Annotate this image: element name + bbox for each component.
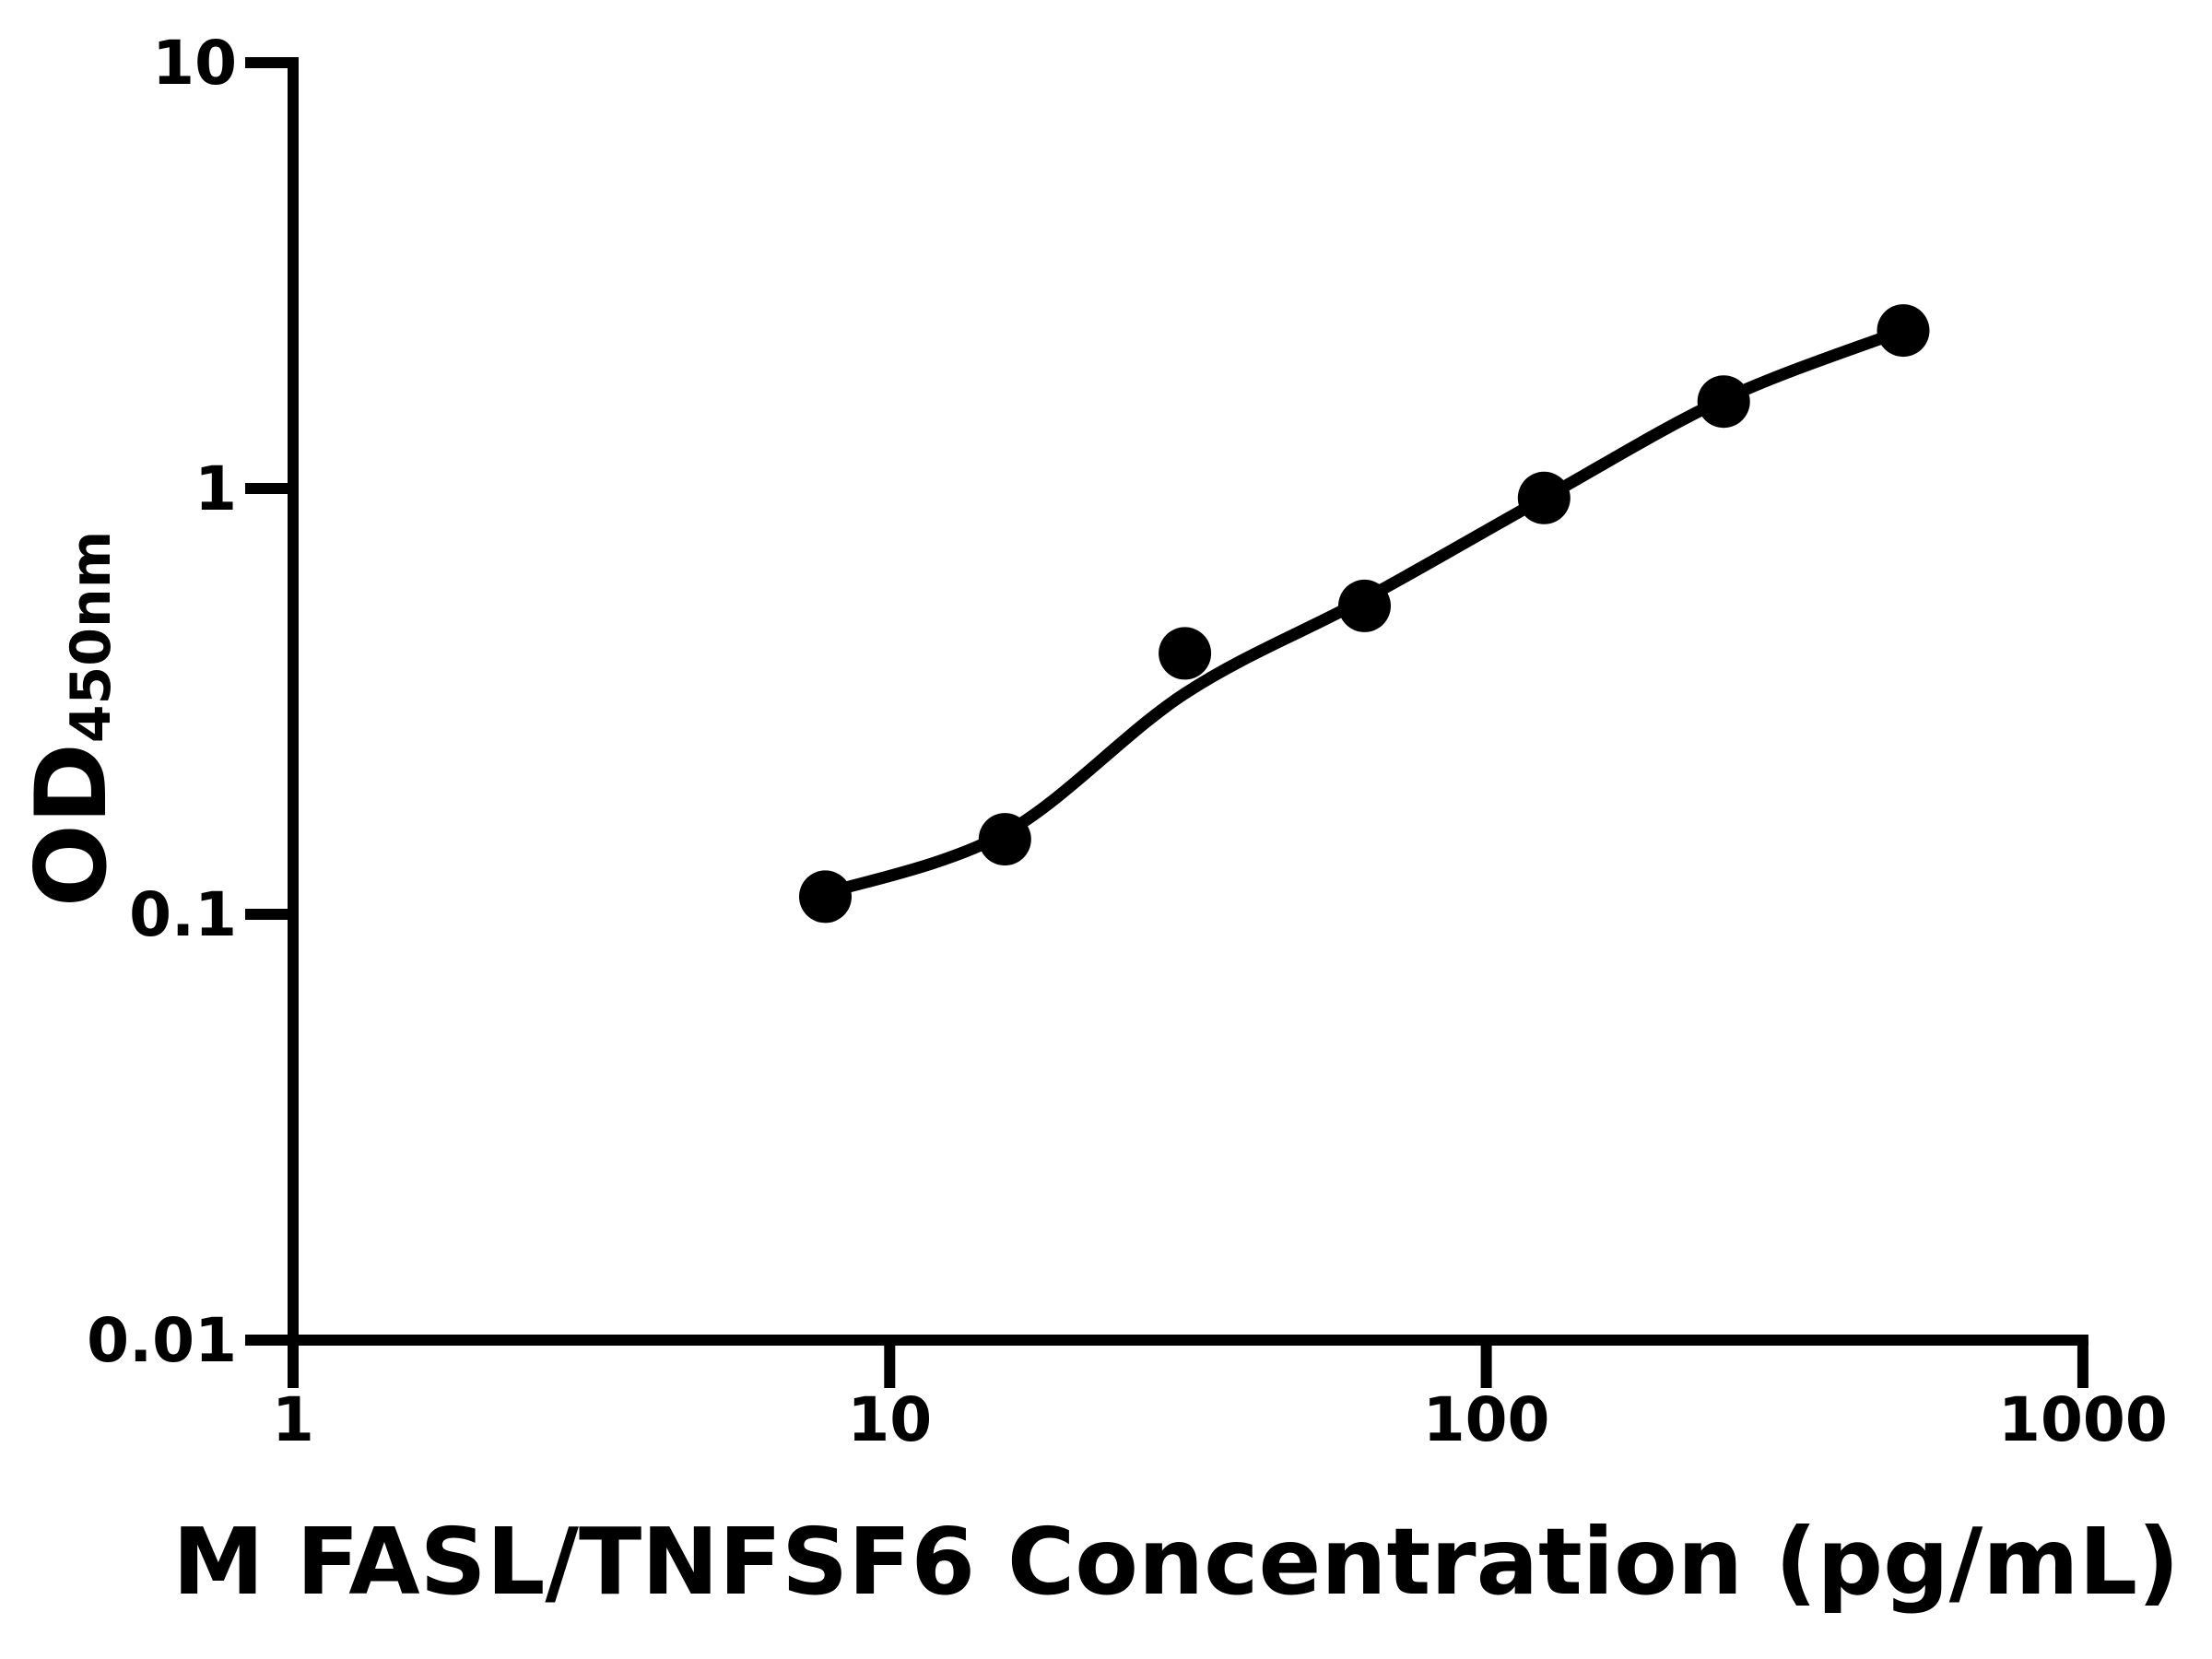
data-point [1159, 627, 1212, 680]
y-tick-label: 0.01 [87, 1305, 237, 1376]
y-tick-label: 10 [152, 28, 237, 99]
data-point [799, 870, 852, 924]
data-point [1697, 375, 1750, 429]
data-point [1517, 471, 1571, 524]
x-tick-label: 1 [272, 1384, 314, 1455]
x-tick-label: 10 [847, 1384, 932, 1455]
y-tick-label: 0.1 [129, 879, 237, 950]
y-axis-title-main: OD [15, 743, 128, 908]
x-tick-label: 100 [1423, 1384, 1550, 1455]
x-axis-title: M FASL/TNFSF6 Concentration (pg/mL) [172, 1508, 2180, 1616]
data-point [1338, 579, 1391, 632]
y-tick-label: 1 [194, 453, 237, 524]
x-tick-label: 1000 [1998, 1384, 2168, 1455]
y-axis-title: OD450nm [15, 530, 128, 908]
data-point [978, 813, 1031, 866]
y-axis-title-sub: 450nm [58, 530, 124, 744]
data-point [1877, 304, 1930, 358]
